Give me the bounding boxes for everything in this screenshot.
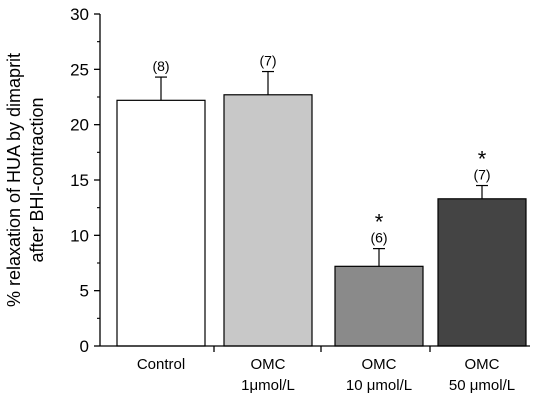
y-tick-label: 25 <box>70 60 89 79</box>
bar-annotations: (8) (7)(6)*(7)* <box>152 53 491 267</box>
x-tick-label-line1: OMC <box>465 356 500 373</box>
y-tick-label: 10 <box>70 226 89 245</box>
y-tick-label: 30 <box>70 5 89 24</box>
n-label: (7) <box>473 167 490 183</box>
y-tick-label: 20 <box>70 116 89 135</box>
n-label: (6) <box>370 230 387 246</box>
x-tick-label-line1: OMC <box>362 356 397 373</box>
bar <box>437 198 527 347</box>
bar <box>334 265 424 347</box>
n-label: (7) <box>259 53 276 69</box>
y-axis: 0 5 10 15 20 25 30 <box>70 5 101 356</box>
x-tick-label-line2: 1μmol/L <box>241 377 295 394</box>
y-axis-title-line2: after BHI-contraction <box>27 97 47 262</box>
y-tick-label: 15 <box>70 171 89 190</box>
significance-star: * <box>478 147 487 172</box>
y-axis-title: % relaxation of HUA by dimaprit after BHI… <box>4 53 47 307</box>
x-tick-label: Control <box>137 356 185 373</box>
x-tick-label-line2: 50 μmol/L <box>449 377 515 394</box>
y-tick-label: 5 <box>80 282 89 301</box>
x-tick-label-line2: 10 μmol/L <box>346 377 412 394</box>
y-tick-label: 0 <box>80 337 89 356</box>
bar <box>116 99 206 347</box>
y-axis-title-line1: % relaxation of HUA by dimaprit <box>4 53 24 307</box>
bars <box>116 94 527 347</box>
significance-star: * <box>375 210 384 235</box>
x-tick-label-line1: OMC <box>251 356 286 373</box>
x-axis: Control OMC 1μmol/L OMC 10 μmol/L OMC 50 μmol/… <box>100 345 530 394</box>
bar <box>223 94 313 347</box>
n-label: (8) <box>152 58 169 74</box>
